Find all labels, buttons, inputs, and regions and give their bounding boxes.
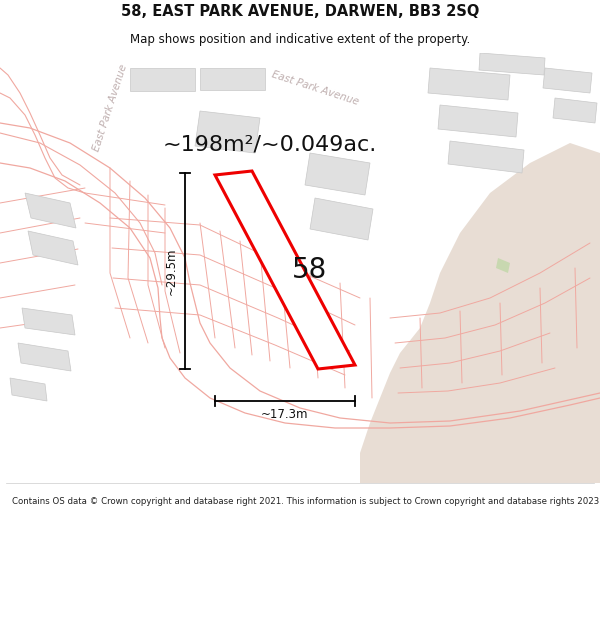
Text: East Park Avenue: East Park Avenue — [91, 63, 129, 153]
Polygon shape — [543, 68, 592, 93]
Polygon shape — [22, 308, 75, 335]
Polygon shape — [479, 53, 545, 75]
Text: East Park Avenue: East Park Avenue — [270, 69, 360, 107]
Polygon shape — [305, 153, 370, 195]
Polygon shape — [553, 98, 597, 123]
Polygon shape — [215, 171, 355, 369]
Text: ~198m²/~0.049ac.: ~198m²/~0.049ac. — [163, 135, 377, 155]
Polygon shape — [25, 193, 76, 228]
Polygon shape — [200, 68, 265, 90]
Text: 58, EAST PARK AVENUE, DARWEN, BB3 2SQ: 58, EAST PARK AVENUE, DARWEN, BB3 2SQ — [121, 4, 479, 19]
Text: 58: 58 — [292, 256, 328, 284]
Polygon shape — [10, 378, 47, 401]
Polygon shape — [496, 258, 510, 273]
Polygon shape — [130, 68, 195, 91]
Text: Contains OS data © Crown copyright and database right 2021. This information is : Contains OS data © Crown copyright and d… — [12, 498, 600, 506]
Polygon shape — [428, 68, 510, 100]
Polygon shape — [28, 231, 78, 265]
Polygon shape — [448, 141, 524, 173]
Polygon shape — [18, 343, 71, 371]
Polygon shape — [438, 105, 518, 137]
Text: ~29.5m: ~29.5m — [164, 248, 178, 295]
Polygon shape — [360, 143, 600, 483]
Polygon shape — [310, 198, 373, 240]
Text: ~17.3m: ~17.3m — [261, 409, 309, 421]
Text: Map shows position and indicative extent of the property.: Map shows position and indicative extent… — [130, 33, 470, 46]
Polygon shape — [195, 111, 260, 153]
